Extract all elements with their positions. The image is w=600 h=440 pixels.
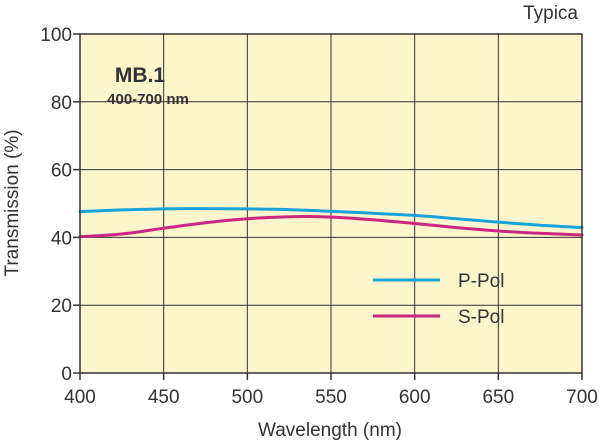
x-tick-label: 650 (482, 387, 514, 408)
y-tick-label: 80 (51, 93, 72, 114)
series-line-s-pol (78, 215, 584, 239)
chart-title: MB.1 (115, 64, 165, 87)
y-tick-label: 100 (40, 25, 72, 46)
chart-subtitle: 400-700 nm (107, 91, 189, 108)
x-tick-label: 600 (399, 387, 431, 408)
legend-label-s-pol: S-Pol (458, 307, 504, 328)
grid (80, 34, 582, 373)
y-tick-label: 60 (51, 161, 72, 182)
y-tick-label: 20 (51, 296, 72, 317)
y-tick-label: 0 (61, 364, 72, 385)
x-tick-label: 400 (64, 387, 96, 408)
x-tick-label: 500 (231, 387, 263, 408)
axis-ticks: 400 450 500 550 600 650 700 0 20 40 60 80 100 (40, 25, 598, 408)
series-lines (78, 207, 584, 239)
y-axis-title: Transmission (%) (2, 129, 23, 276)
x-tick-label: 700 (566, 387, 598, 408)
legend-label-p-pol: P-Pol (458, 271, 504, 292)
x-tick-label: 450 (148, 387, 180, 408)
series-line-p-pol (78, 207, 584, 230)
corner-note: Typica (523, 3, 578, 24)
y-tick-label: 40 (51, 228, 72, 249)
x-tick-label: 550 (315, 387, 347, 408)
x-axis-title: Wavelength (nm) (258, 420, 402, 440)
legend: P-Pol S-Pol (373, 271, 504, 328)
